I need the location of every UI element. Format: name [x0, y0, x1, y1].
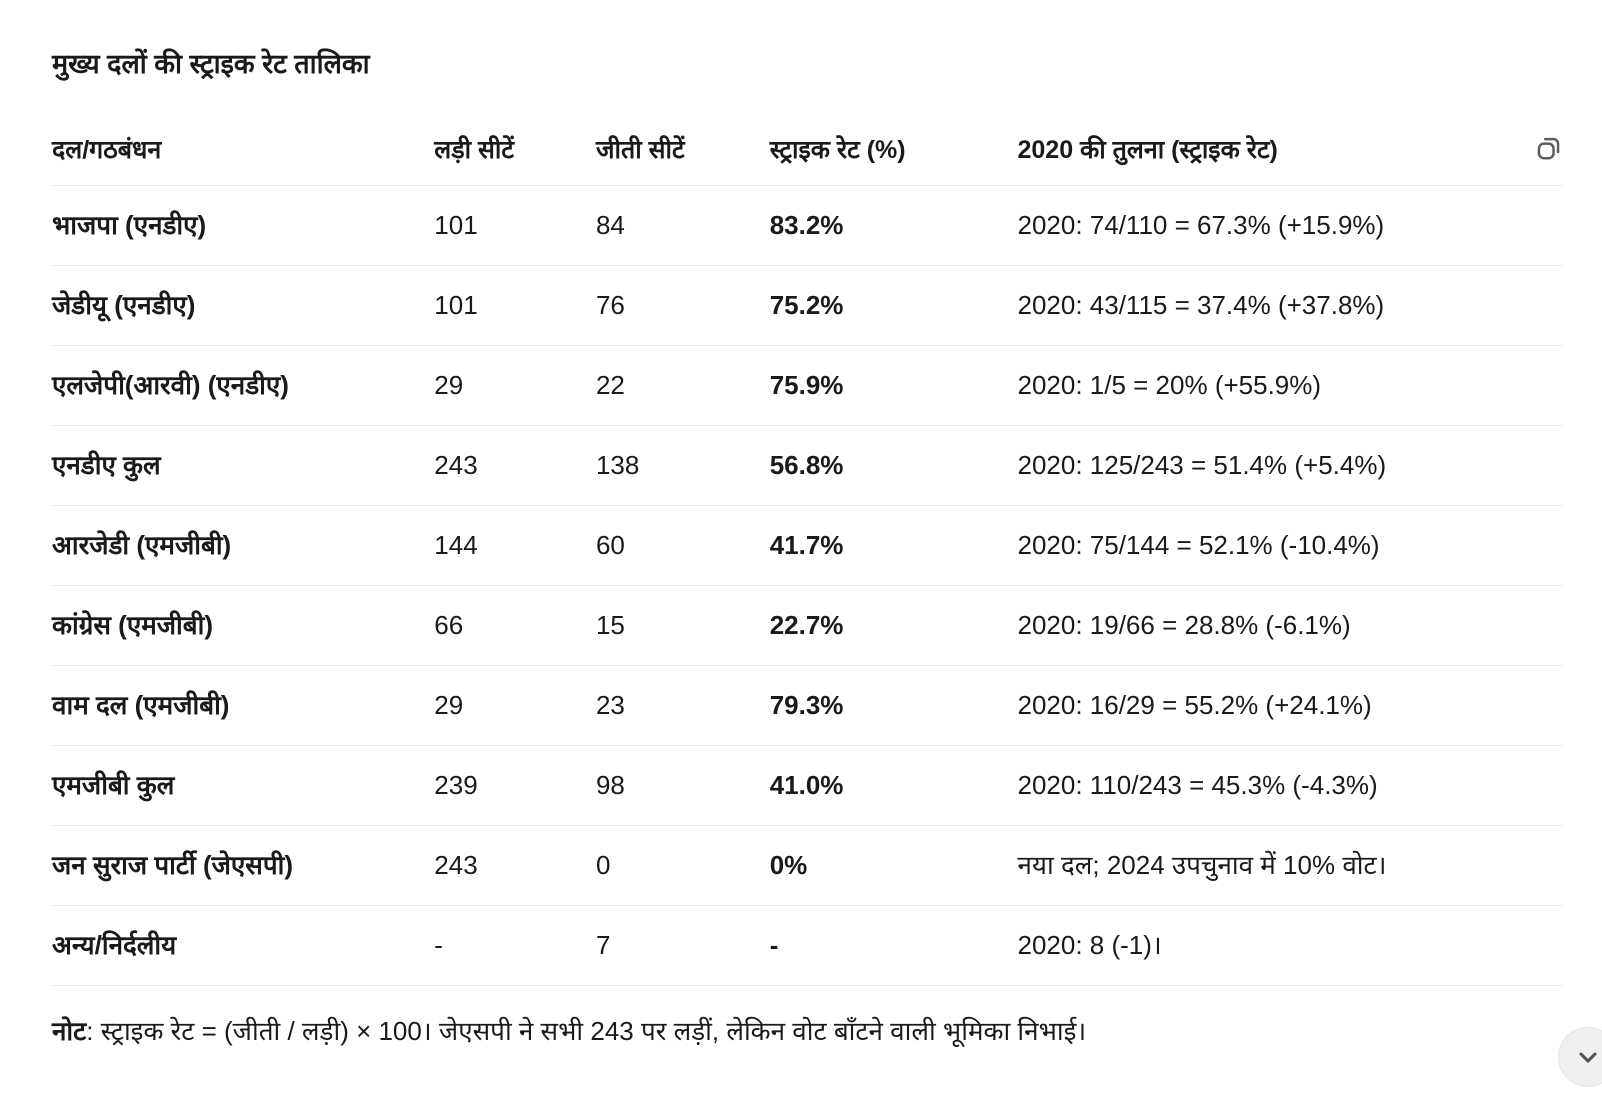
- cell-strike: 79.3%: [769, 689, 844, 720]
- table-row: जेडीयू (एनडीए) 101 76 75.2% 2020: 43/115…: [52, 266, 1563, 346]
- cell-won: 22: [595, 369, 625, 400]
- cell-won: 15: [595, 609, 625, 640]
- cell-party: जन सुराज पार्टी (जेएसपी): [52, 849, 294, 880]
- table-row: जन सुराज पार्टी (जेएसपी) 243 0 0% नया दल…: [52, 826, 1563, 906]
- cell-contested: 239: [434, 769, 478, 800]
- cell-strike: 75.2%: [769, 289, 844, 320]
- table-header-row: दल/गठबंधन लड़ी सीटें जीती सीटें स्ट्राइक…: [52, 115, 1563, 186]
- cell-party: एमजीबी कुल: [52, 769, 175, 800]
- cell-party: जेडीयू (एनडीए): [52, 289, 196, 320]
- cell-party: अन्य/निर्दलीय: [52, 929, 177, 960]
- strike-rate-table: दल/गठबंधन लड़ी सीटें जीती सीटें स्ट्राइक…: [52, 115, 1563, 986]
- col-header-comparison: 2020 की तुलना (स्ट्राइक रेट): [1017, 135, 1278, 164]
- col-header-party: दल/गठबंधन: [52, 135, 162, 164]
- cell-contested: 144: [434, 529, 478, 560]
- cell-contested: 101: [434, 289, 478, 320]
- cell-comparison: 2020: 8 (-1)।: [1017, 929, 1162, 960]
- col-header-won: जीती सीटें: [595, 135, 685, 164]
- cell-won: 60: [595, 529, 625, 560]
- cell-party: वाम दल (एमजीबी): [52, 689, 230, 720]
- cell-strike: 41.7%: [769, 529, 844, 560]
- cell-party: आरजेडी (एमजीबी): [52, 529, 232, 560]
- cell-strike: -: [769, 929, 779, 960]
- cell-party: कांग्रेस (एमजीबी): [52, 609, 214, 640]
- col-header-contested: लड़ी सीटें: [434, 135, 515, 164]
- cell-strike: 75.9%: [769, 369, 844, 400]
- note-label: नोट: [52, 1016, 87, 1046]
- cell-comparison: 2020: 75/144 = 52.1% (-10.4%): [1017, 529, 1380, 560]
- table-note: नोट: स्ट्राइक रेट = (जीती / लड़ी) × 100।…: [52, 986, 1563, 1048]
- cell-comparison: 2020: 125/243 = 51.4% (+5.4%): [1017, 449, 1387, 480]
- cell-comparison: 2020: 19/66 = 28.8% (-6.1%): [1017, 609, 1351, 640]
- copy-table-button[interactable]: [1533, 133, 1563, 163]
- cell-party: एलजेपी(आरवी) (एनडीए): [52, 369, 289, 400]
- cell-won: 76: [595, 289, 625, 320]
- cell-contested: 29: [434, 689, 464, 720]
- cell-comparison: 2020: 16/29 = 55.2% (+24.1%): [1017, 689, 1372, 720]
- cell-won: 23: [595, 689, 625, 720]
- cell-comparison: 2020: 74/110 = 67.3% (+15.9%): [1017, 209, 1385, 240]
- cell-contested: 29: [434, 369, 464, 400]
- cell-won: 98: [595, 769, 625, 800]
- cell-contested: 243: [434, 849, 478, 880]
- cell-party: भाजपा (एनडीए): [52, 209, 207, 240]
- cell-won: 138: [595, 449, 640, 480]
- cell-contested: 243: [434, 449, 478, 480]
- cell-contested: 101: [434, 209, 478, 240]
- table-row: एनडीए कुल 243 138 56.8% 2020: 125/243 = …: [52, 426, 1563, 506]
- cell-contested: -: [434, 929, 443, 960]
- cell-strike: 0%: [769, 849, 808, 880]
- note-text: : स्ट्राइक रेट = (जीती / लड़ी) × 100। जे…: [86, 1016, 1087, 1046]
- strike-rate-table-page: मुख्य दलों की स्ट्राइक रेट तालिका दल/गठब…: [52, 49, 1563, 1048]
- table-row: एलजेपी(आरवी) (एनडीए) 29 22 75.9% 2020: 1…: [52, 346, 1563, 426]
- cell-strike: 83.2%: [769, 209, 844, 240]
- page-title: मुख्य दलों की स्ट्राइक रेट तालिका: [52, 49, 370, 79]
- cell-comparison: 2020: 110/243 = 45.3% (-4.3%): [1017, 769, 1378, 800]
- cell-party: एनडीए कुल: [52, 449, 161, 480]
- cell-comparison: 2020: 43/115 = 37.4% (+37.8%): [1017, 289, 1385, 320]
- cell-won: 7: [595, 929, 611, 960]
- table-row: वाम दल (एमजीबी) 29 23 79.3% 2020: 16/29 …: [52, 666, 1563, 746]
- cell-strike: 56.8%: [769, 449, 844, 480]
- table-row: अन्य/निर्दलीय - 7 - 2020: 8 (-1)।: [52, 906, 1563, 986]
- table-row: कांग्रेस (एमजीबी) 66 15 22.7% 2020: 19/6…: [52, 586, 1563, 666]
- cell-strike: 22.7%: [769, 609, 844, 640]
- cell-won: 0: [595, 849, 611, 880]
- copy-icon: [1535, 135, 1562, 162]
- table-row: एमजीबी कुल 239 98 41.0% 2020: 110/243 = …: [52, 746, 1563, 826]
- chevron-down-icon: [1574, 1043, 1602, 1071]
- table-row: भाजपा (एनडीए) 101 84 83.2% 2020: 74/110 …: [52, 186, 1563, 266]
- cell-comparison: 2020: 1/5 = 20% (+55.9%): [1017, 369, 1322, 400]
- cell-strike: 41.0%: [769, 769, 844, 800]
- col-header-strike: स्ट्राइक रेट (%): [769, 135, 906, 164]
- scroll-to-bottom-button[interactable]: [1558, 1027, 1602, 1087]
- cell-comparison: नया दल; 2024 उपचुनाव में 10% वोट।: [1017, 849, 1387, 880]
- cell-contested: 66: [434, 609, 464, 640]
- table-row: आरजेडी (एमजीबी) 144 60 41.7% 2020: 75/14…: [52, 506, 1563, 586]
- cell-won: 84: [595, 209, 625, 240]
